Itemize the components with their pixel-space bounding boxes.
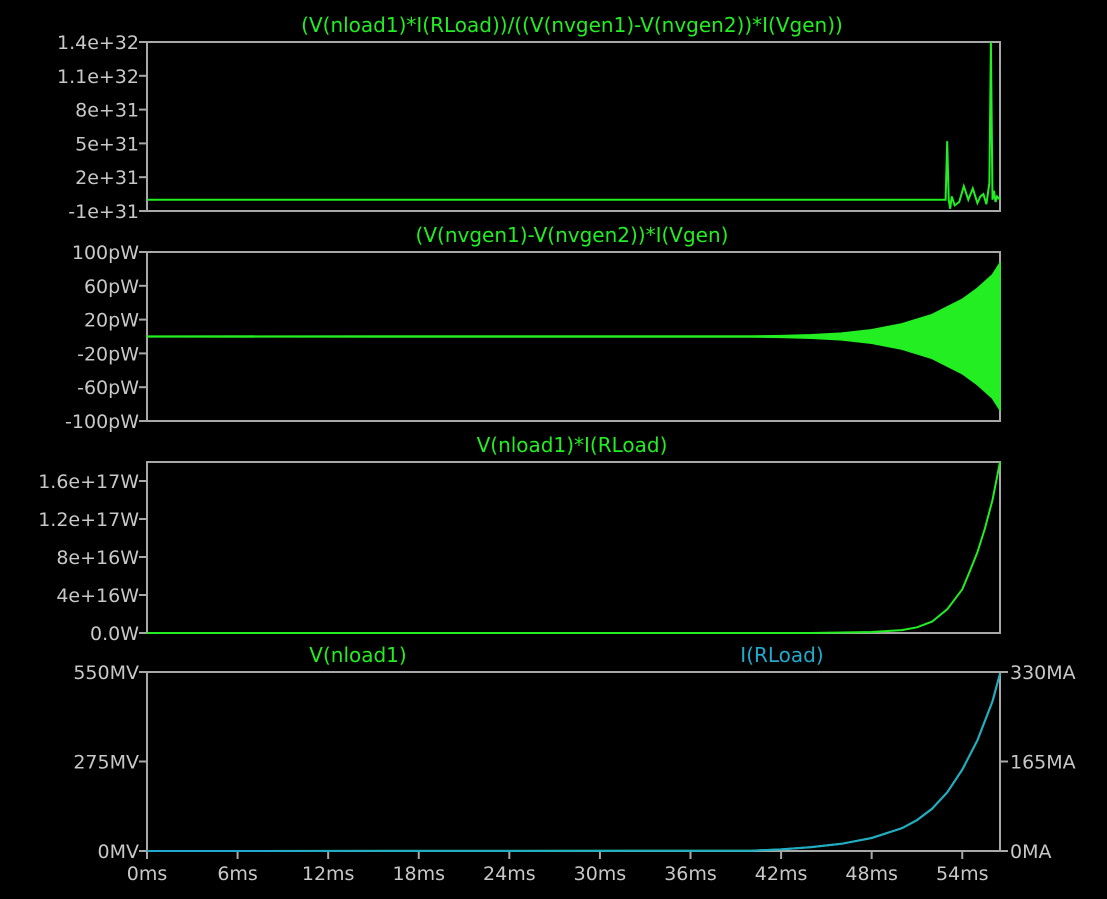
y-tick-label: 1.4e+32 [57,32,139,54]
pane-efficiency-title: (V(nload1)*I(RLoad))/((V(nvgen1)-V(nvgen… [301,13,843,37]
y2-tick-label: 165MA [1010,752,1076,774]
series-line [146,673,1001,852]
y-tick-label: 8e+31 [75,100,139,122]
y2-tick-label: 330MA [1010,662,1076,684]
pane-load-power[interactable]: V(nload1)*I(RLoad) 1.6e+17W 1.2e+17W 8e+16… [38,433,1001,645]
y-tick-label: 8e+16W [56,547,139,569]
pane-generator-power-plot: 100pW 60pW 20pW -20pW -60pW -100pW [65,242,1001,433]
series-line [147,461,1001,634]
y-tick-label: 275MV [73,752,139,774]
x-tick-label: 6ms [217,863,258,885]
y-tick-label: -100pW [65,411,139,433]
pane-load-power-title: V(nload1)*I(RLoad) [477,433,668,457]
series-line [146,673,1001,852]
y-tick-label: 0MV [98,841,139,863]
y-tick-label: 1.1e+32 [57,66,139,88]
y-tick-label: 1.6e+17W [38,471,139,493]
x-tick-label: 0ms [127,863,168,885]
y-tick-label: 60pW [84,276,139,298]
y-tick-label: -60pW [77,377,139,399]
x-tick-label: 54ms [936,863,989,885]
x-tick-label: 48ms [845,863,898,885]
x-tick-label: 42ms [755,863,808,885]
x-tick-label: 36ms [664,863,717,885]
y-tick-label: 1.2e+17W [38,509,139,531]
plot-frame [146,41,1001,212]
x-tick-label: 12ms [302,863,355,885]
pane-efficiency-plot: 1.4e+32 1.1e+32 8e+31 5e+31 2e+31 -1e+31 [57,32,1001,223]
legend-v-nload1: V(nload1) [309,643,406,667]
pane-efficiency[interactable]: (V(nload1)*I(RLoad))/((V(nvgen1)-V(nvgen… [57,13,1001,223]
pane-generator-power[interactable]: (V(nvgen1)-V(nvgen2))*I(Vgen) 100pW 60pW 2… [65,223,1001,433]
y-tick-label: 4e+16W [56,585,139,607]
y-tick-label: 20pW [84,310,139,332]
y-tick-label: 2e+31 [75,167,139,189]
pane-load-power-plot: 1.6e+17W 1.2e+17W 8e+16W 4e+16W 0.0W [38,461,1001,645]
y-tick-label: 0.0W [90,623,139,645]
y-tick-label: -1e+31 [68,201,139,223]
plot-frame [146,461,1001,634]
pane-load-voltage-current[interactable]: V(nload1) I(RLoad) 550MV 275MV 0MV 330MA 165… [73,643,1075,885]
y-tick-label: 100pW [72,242,139,264]
x-tick-label: 24ms [483,863,536,885]
x-tick-label: 30ms [574,863,627,885]
y-tick-label: 550MV [73,662,139,684]
series-line [147,41,1001,209]
pane-load-voltage-current-plot: 550MV 275MV 0MV 330MA 165MA 0MA 0ms 6ms 12ms 18ms… [73,662,1075,885]
plot-frame [146,671,1001,852]
x-tick-label: 18ms [392,863,445,885]
y2-tick-label: 0MA [1010,841,1051,863]
y-tick-label: -20pW [77,343,139,365]
legend-i-rload: I(RLoad) [740,643,823,667]
y-tick-label: 5e+31 [75,133,139,155]
pane-generator-power-title: (V(nvgen1)-V(nvgen2))*I(Vgen) [416,223,729,247]
